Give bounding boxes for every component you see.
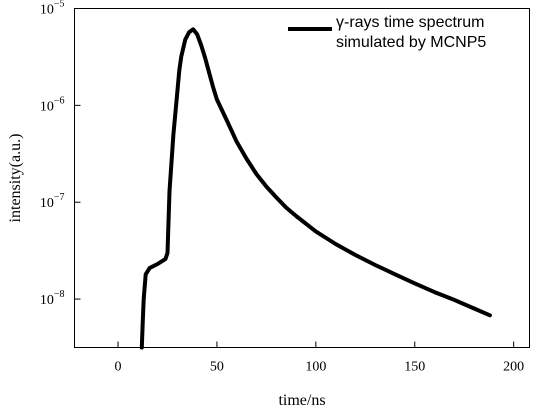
legend-label-line-2: simulated by MCNP5 (336, 34, 486, 51)
legend: γ-rays time spectrum simulated by MCNP5 (288, 14, 486, 51)
plot-frame (74, 8, 530, 348)
x-tick-label: 200 (503, 360, 524, 375)
x-tick-label: 150 (404, 360, 425, 375)
x-axis-title: time/ns (278, 392, 325, 409)
x-tick-label: 0 (115, 360, 122, 375)
y-tick-label: 10−5 (40, 0, 65, 18)
legend-label-line-1: γ-rays time spectrum (336, 14, 484, 31)
x-axis: 0 50 100 150 200 (115, 341, 524, 375)
x-tick-label: 100 (305, 360, 326, 375)
series-line (139, 27, 492, 350)
y-tick-label: 10−8 (40, 289, 65, 308)
x-tick-label: 50 (210, 360, 224, 375)
y-tick-label: 10−6 (40, 95, 65, 114)
y-tick-label: 10−7 (40, 192, 65, 211)
y-axis-title: intensity(a.u.) (7, 134, 24, 223)
y-axis: 10−5 10−6 10−7 10−8 (40, 0, 81, 308)
